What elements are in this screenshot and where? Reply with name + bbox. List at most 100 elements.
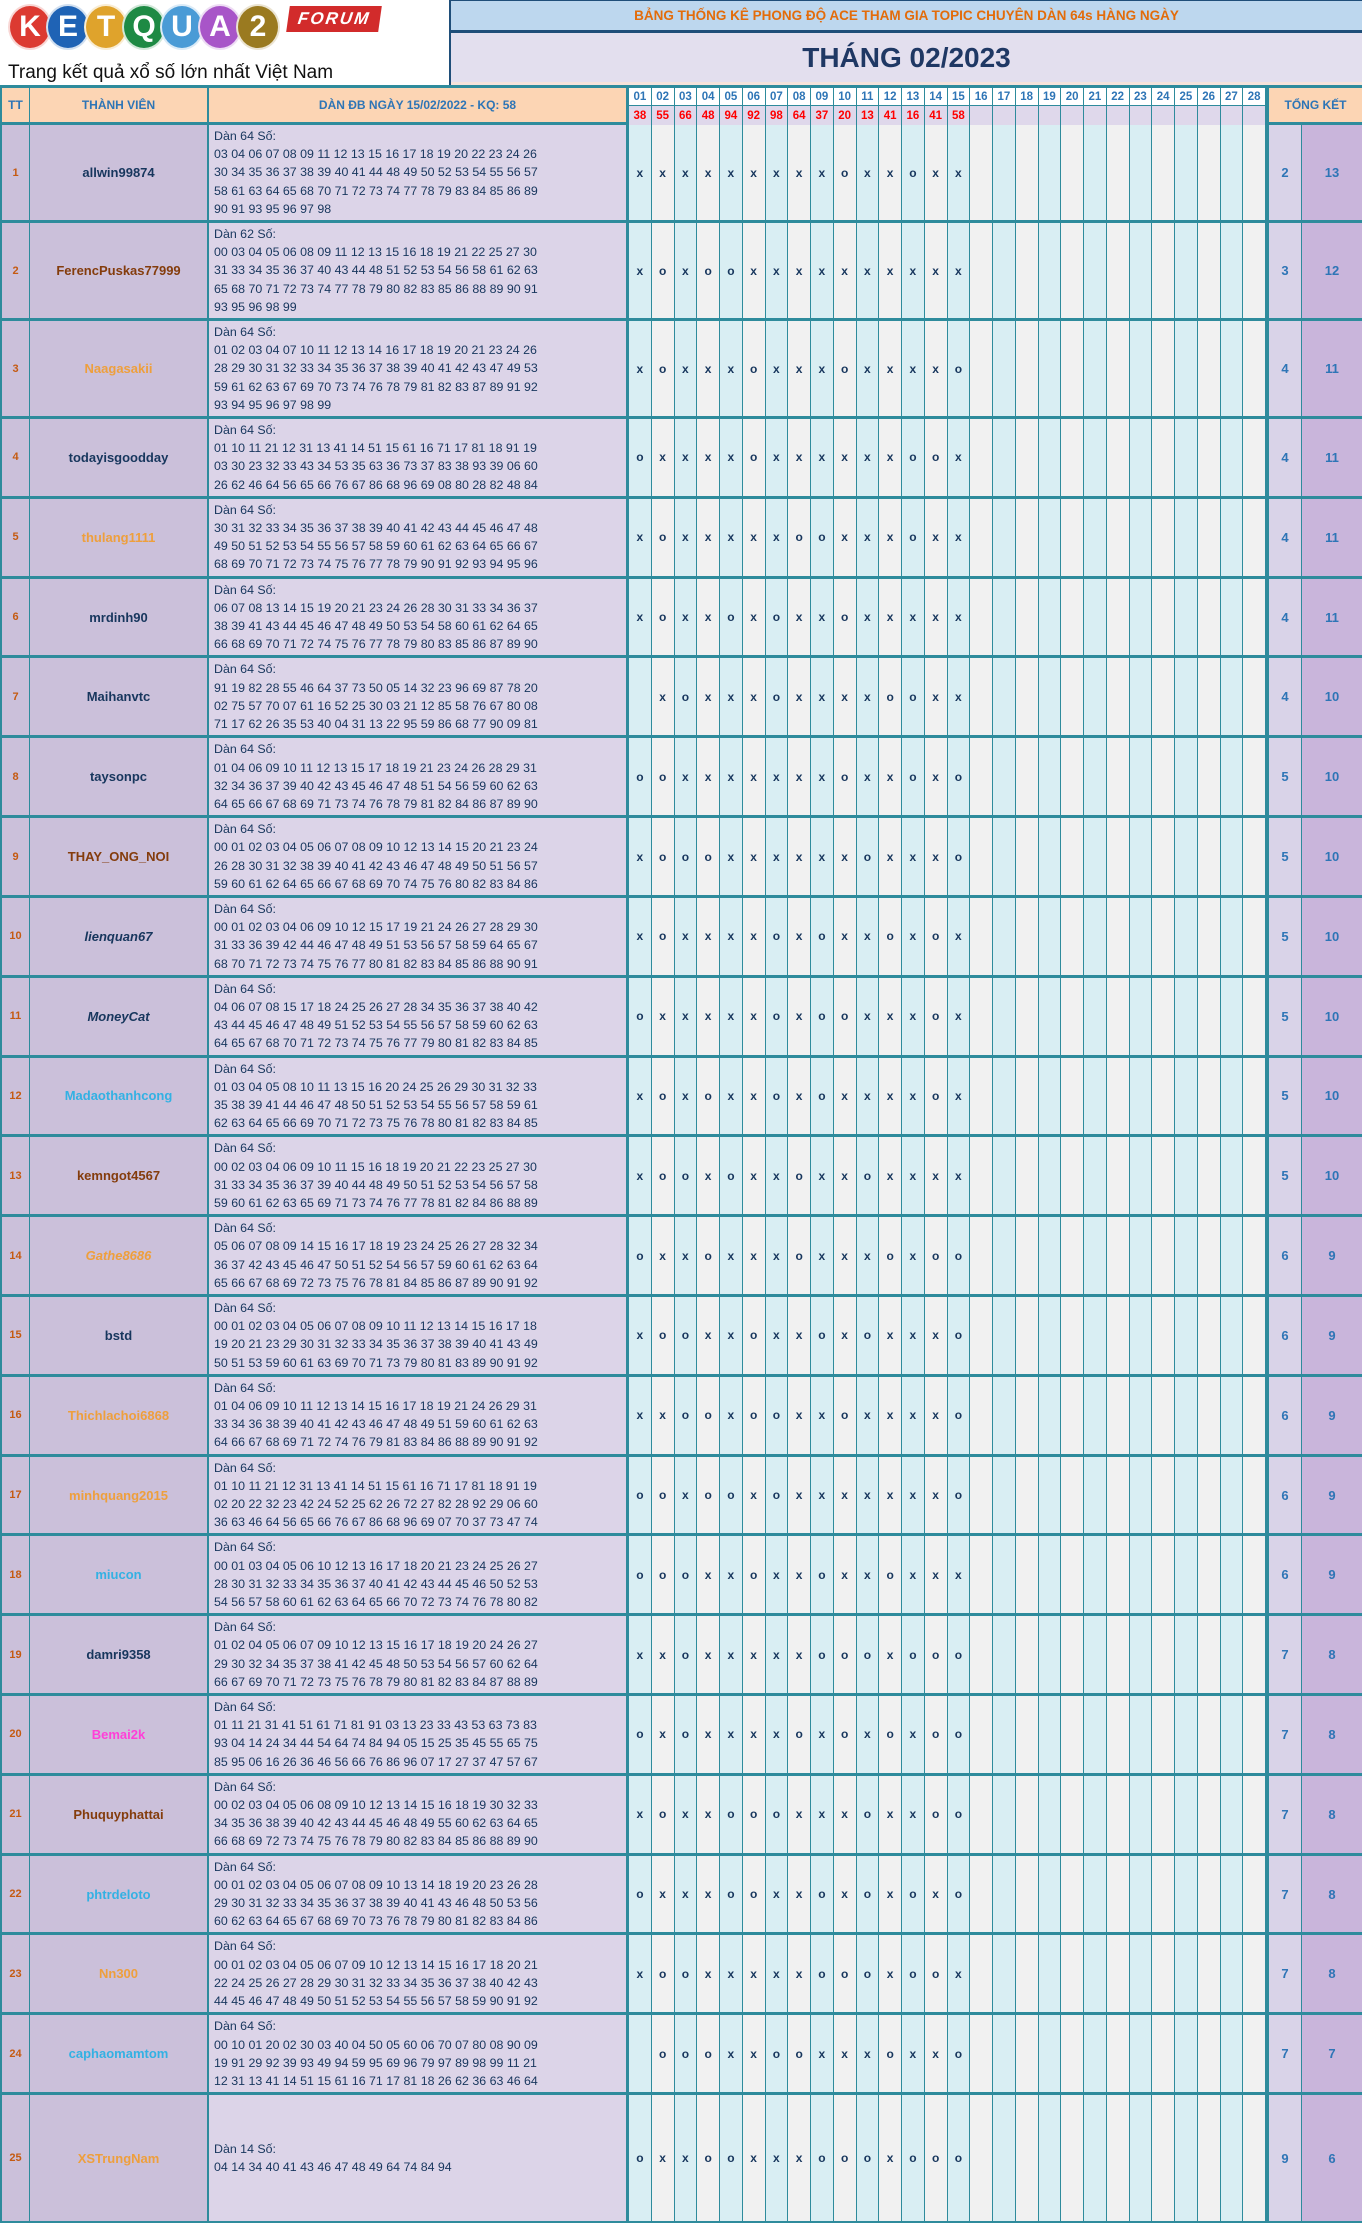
mark-cell-07: x [765,498,789,576]
member-row: 20 Bemai2k Dàn 64 Số: 01 11 21 31 41 51 61 … [2,1696,1362,1776]
mark-cell-18 [1015,818,1039,895]
total-miss-cell: 5 [1266,818,1302,895]
dan-line: 12 31 13 41 14 51 15 61 16 71 17 81 18 2… [214,2073,538,2088]
total-miss-cell: 5 [1266,1057,1302,1135]
mark-cell-23 [1129,1696,1153,1773]
mark-cell-24 [1152,1057,1175,1135]
mark-cell-23 [1129,1057,1153,1135]
mark-cell-11: o [856,1137,880,1215]
mark-cell-09: x [811,1456,834,1534]
mark-cell-23 [1129,1296,1153,1374]
mark-cell-08: o [788,2015,811,2093]
mark-cell-13: x [902,578,925,656]
mark-cell-12: x [879,738,902,816]
mark-cell-13: o [902,1935,925,2013]
member-name: THAY_ONG_NOI [30,818,209,895]
mark-cell-06: x [742,578,766,656]
mark-cell-05: o [720,2095,743,2222]
mark-cell-20 [1061,658,1084,736]
dan-numbers: Dàn 64 Số: 01 10 11 21 12 31 13 41 14 51 … [209,1456,629,1534]
mark-cell-04: o [697,1057,720,1135]
mark-cell-16 [970,1456,993,1534]
dan-line: 71 17 62 26 35 53 40 04 31 13 22 95 59 8… [214,717,538,732]
mark-cell-08: x [788,1855,811,1933]
dan-label: Dàn 64 Số: [214,582,276,597]
mark-cell-05: x [720,897,743,975]
mark-cell-24 [1152,498,1175,576]
mark-cell-12: x [879,977,902,1055]
mark-cell-09: x [811,818,834,895]
mark-cell-28 [1243,1296,1266,1374]
mark-cell-28 [1243,818,1266,895]
mark-cell-05: x [720,1696,743,1773]
day-header-11: 11 [856,88,880,106]
mark-cell-15: x [947,125,971,221]
mark-cell-25 [1175,1217,1198,1294]
mark-cell-19 [1038,1376,1062,1454]
mark-cell-21 [1084,1137,1107,1215]
mark-cell-07: x [765,1217,789,1294]
day-header-01: 01 [629,88,652,106]
mark-cell-03: x [674,498,698,576]
mark-cell-02: x [651,1376,675,1454]
dan-line: 06 07 08 13 14 15 19 20 21 23 24 26 28 3… [214,600,538,615]
mark-cell-26 [1197,125,1221,221]
dan-line: 26 62 46 64 56 65 66 76 67 86 68 96 69 0… [214,477,538,492]
mark-cell-06: o [742,321,766,417]
mark-cell-21 [1084,1775,1107,1853]
mark-cell-06: o [742,419,766,496]
mark-cell-13: o [902,1855,925,1933]
mark-cell-08: x [788,818,811,895]
mark-cell-11: x [856,1456,880,1534]
mark-cell-23 [1129,2095,1153,2222]
mark-cell-16 [970,1775,993,1853]
mark-cell-22 [1106,419,1130,496]
dan-numbers: Dàn 64 Số: 00 10 01 20 02 30 03 40 04 50 … [209,2015,629,2093]
mark-cell-04: o [697,2015,720,2093]
mark-cell-11: x [856,1217,880,1294]
tt-cell: 2 [2,223,30,319]
mark-cell-26 [1197,1536,1221,1614]
dan-numbers: Dàn 64 Số: 05 06 07 08 09 14 15 16 17 18 … [209,1217,629,1294]
mark-cell-18 [1015,977,1039,1055]
mark-cell-08: x [788,1536,811,1614]
dan-line: 54 56 57 58 60 61 62 63 64 65 66 70 72 7… [214,1595,538,1610]
mark-cell-18 [1015,1137,1039,1215]
mark-cell-11: o [856,818,880,895]
result-cell-07: 98 [765,106,789,125]
member-name: Phuquyphattai [30,1775,209,1853]
dan-numbers: Dàn 64 Số: 04 06 07 08 15 17 18 24 25 26 … [209,977,629,1055]
mark-cell-14: o [924,1935,948,2013]
tt-cell: 24 [2,2015,30,2093]
dan-numbers: Dàn 64 Số: 06 07 08 13 14 15 19 20 21 23 … [209,578,629,656]
dan-line: 34 35 36 38 39 40 42 43 44 45 46 48 49 5… [214,1816,538,1831]
mark-cell-22 [1106,818,1130,895]
result-cell-04: 48 [697,106,720,125]
mark-cell-17 [993,125,1016,221]
dan-line: 36 37 42 43 45 46 47 50 51 52 54 56 57 5… [214,1257,538,1272]
mark-cell-19 [1038,125,1062,221]
mark-cell-02: o [651,1296,675,1374]
member-name: damri9358 [30,1616,209,1694]
mark-cell-23 [1129,818,1153,895]
mark-cell-03: o [674,1696,698,1773]
total-miss-cell: 5 [1266,738,1302,816]
mark-cell-27 [1220,321,1244,417]
mark-cell-18 [1015,1696,1039,1773]
mark-cell-07: o [765,2015,789,2093]
tt-cell: 9 [2,818,30,895]
mark-cell-08: o [788,1137,811,1215]
mark-cell-10: o [833,1935,857,2013]
dan-line: 68 70 71 72 73 74 75 76 77 80 81 82 83 8… [214,956,538,971]
mark-cell-22 [1106,1775,1130,1853]
mark-cell-25 [1175,125,1198,221]
member-row: 11 MoneyCat Dàn 64 Số: 04 06 07 08 15 17 18… [2,977,1362,1058]
mark-cell-12: x [879,125,902,221]
mark-cell-09: o [811,1616,834,1694]
tt-cell: 14 [2,1217,30,1294]
member-row: 4 todayisgoodday Dàn 64 Số: 01 10 11 21 12 … [2,419,1362,499]
mark-cell-17 [993,2015,1016,2093]
mark-cell-23 [1129,1855,1153,1933]
mark-cell-01 [629,658,652,736]
dan-line: 01 04 06 09 10 11 12 13 15 17 18 19 21 2… [214,760,537,775]
